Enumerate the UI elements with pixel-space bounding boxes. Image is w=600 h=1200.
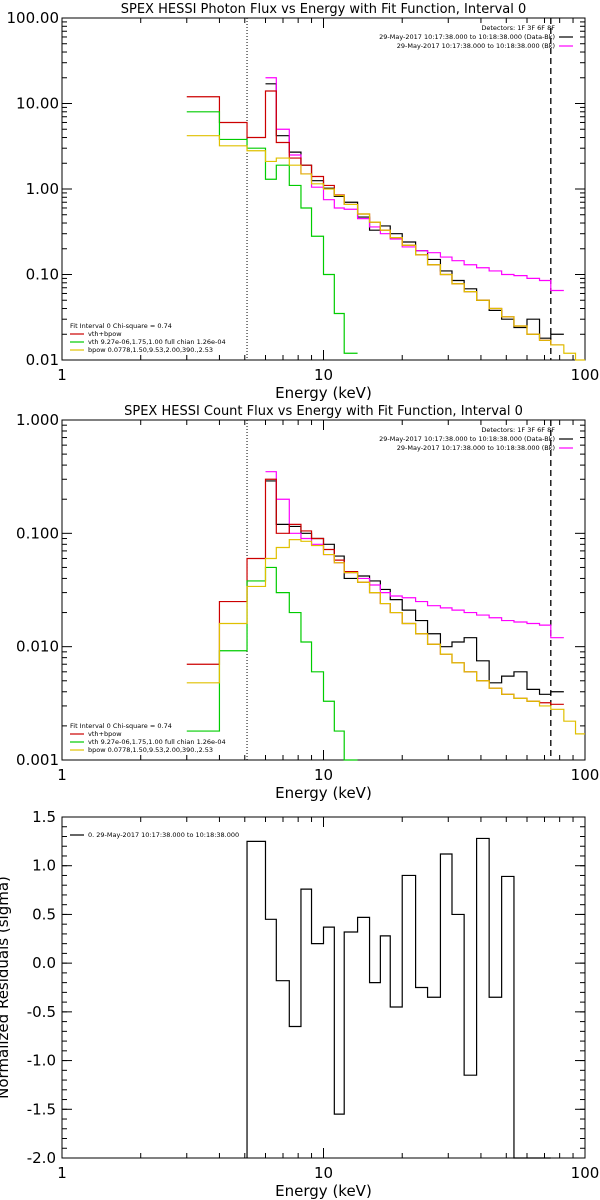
series-data-line — [265, 83, 564, 339]
x-axis-label: Energy (keV) — [275, 784, 372, 802]
series-data-line — [246, 837, 551, 1159]
series-vth-line — [186, 111, 358, 354]
header-line-0: Detectors: 1F 3F 6F 8F — [481, 426, 555, 434]
plot-frame — [61, 816, 586, 1159]
chart-title: SPEX HESSI Count Flux vs Energy with Fit… — [124, 404, 523, 419]
y-tick-label: 0.5 — [32, 905, 56, 923]
plot-frame — [61, 419, 586, 761]
y-tick-label: 0.001 — [16, 751, 59, 769]
y-tick-label: 100.00 — [7, 9, 60, 27]
chart-title: SPEX HESSI Photon Flux vs Energy with Fi… — [121, 2, 527, 17]
header-line-1: 29-May-2017 10:17:38.000 to 10:18:38.000… — [379, 435, 555, 443]
y-tick-label: 1.00 — [26, 180, 59, 198]
series-bpow-line — [186, 135, 585, 361]
x-tick-label: 10 — [314, 366, 333, 384]
legend-entry-0: Fit Interval 0 Chi-square = 0.74 — [70, 722, 172, 730]
series-bpow-line — [186, 539, 585, 735]
legend-entry-1: vth+bpow — [88, 730, 122, 738]
y-tick-label: 0.100 — [16, 524, 59, 542]
x-tick-label: 1 — [57, 1164, 67, 1182]
y-tick-label: 1.000 — [16, 411, 59, 429]
y-tick-label: 0.10 — [26, 266, 59, 284]
y-tick-label: 0.0 — [32, 954, 56, 972]
y-tick-label: -2.0 — [27, 1149, 56, 1167]
legend-entry-0: 0. 29-May-2017 10:17:38.000 to 10:18:38.… — [88, 831, 239, 839]
legend-entry-2: vth 9.27e-06,1.75,1.00 full chian 1.26e-… — [88, 338, 226, 346]
y-tick-label: 1.0 — [32, 857, 56, 875]
legend-entry-3: bpow 0.0778,1.50,9.53,2.00,390.,2.53 — [88, 346, 213, 354]
x-tick-label: 10 — [314, 1164, 333, 1182]
x-axis-label: Energy (keV) — [275, 1182, 372, 1200]
y-axis-label: Normalized Residuals (sigma) — [0, 876, 12, 1099]
y-tick-label: -1.0 — [27, 1052, 56, 1070]
chart-panel-1 — [61, 419, 586, 761]
x-tick-label: 1 — [57, 766, 67, 784]
series-total-line — [186, 478, 564, 705]
legend-entry-2: vth 9.27e-06,1.75,1.00 full chian 1.26e-… — [88, 738, 226, 746]
header-line-0: Detectors: 1F 3F 6F 8F — [481, 24, 555, 32]
chart-panel-0 — [61, 17, 586, 361]
header-line-1: 29-May-2017 10:17:38.000 to 10:18:38.000… — [379, 33, 555, 41]
y-tick-label: -0.5 — [27, 1003, 56, 1021]
x-tick-label: 100 — [571, 366, 600, 384]
legend-entry-1: vth+bpow — [88, 330, 122, 338]
header-line-2: 29-May-2017 10:17:38.000 to 10:18:38.000… — [397, 42, 555, 50]
y-tick-label: 0.010 — [16, 638, 59, 656]
header-line-2: 29-May-2017 10:17:38.000 to 10:18:38.000… — [397, 444, 555, 452]
chart-panel-2 — [61, 816, 586, 1159]
legend-entry-3: bpow 0.0778,1.50,9.53,2.00,390.,2.53 — [88, 746, 213, 754]
series-bk-line — [265, 471, 564, 639]
x-tick-label: 10 — [314, 766, 333, 784]
y-tick-label: 10.00 — [16, 95, 59, 113]
y-tick-label: 1.5 — [32, 808, 56, 826]
x-tick-label: 100 — [571, 1164, 600, 1182]
series-data-line — [265, 480, 564, 695]
x-tick-label: 1 — [57, 366, 67, 384]
y-tick-label: 0.01 — [26, 351, 59, 369]
y-tick-label: -1.5 — [27, 1100, 56, 1118]
series-bk-line — [265, 77, 564, 292]
x-tick-label: 100 — [571, 766, 600, 784]
x-axis-label: Energy (keV) — [275, 384, 372, 402]
series-total-line — [186, 90, 564, 346]
legend-entry-0: Fit Interval 0 Chi-square = 0.74 — [70, 322, 172, 330]
